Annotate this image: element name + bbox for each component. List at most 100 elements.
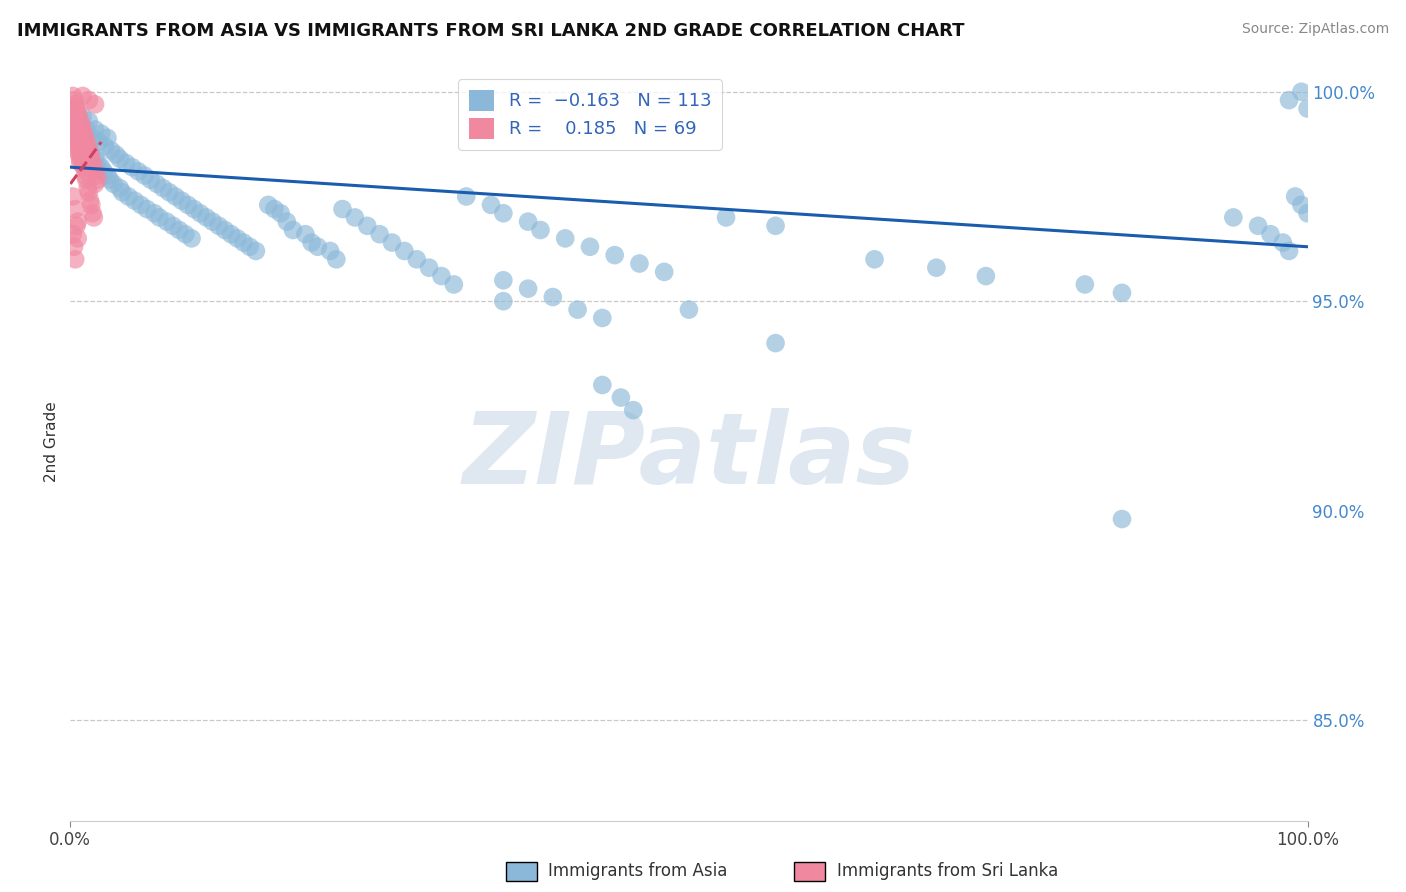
- Legend: R =  −0.163   N = 113, R =    0.185   N = 69: R = −0.163 N = 113, R = 0.185 N = 69: [458, 79, 721, 150]
- Point: [66, 131, 89, 145]
- Point: [579, 240, 602, 254]
- Point: [63, 102, 86, 116]
- Point: [67, 147, 90, 161]
- Point: [394, 244, 416, 258]
- Point: [201, 214, 224, 228]
- Point: [1247, 219, 1270, 233]
- Point: [1284, 189, 1306, 203]
- Point: [77, 114, 100, 128]
- Point: [430, 269, 453, 284]
- Point: [765, 219, 787, 233]
- Point: [75, 144, 97, 158]
- Point: [84, 97, 107, 112]
- Point: [591, 310, 613, 325]
- Point: [86, 172, 108, 186]
- Point: [603, 248, 626, 262]
- Point: [517, 214, 540, 228]
- Point: [70, 118, 93, 132]
- Point: [418, 260, 440, 275]
- Point: [124, 194, 146, 208]
- Point: [714, 211, 737, 225]
- Point: [65, 102, 87, 116]
- Point: [72, 89, 94, 103]
- Point: [72, 110, 94, 124]
- Point: [443, 277, 465, 292]
- Point: [79, 147, 101, 161]
- Text: IMMIGRANTS FROM ASIA VS IMMIGRANTS FROM SRI LANKA 2ND GRADE CORRELATION CHART: IMMIGRANTS FROM ASIA VS IMMIGRANTS FROM …: [17, 22, 965, 40]
- Point: [80, 147, 103, 161]
- Point: [63, 93, 86, 107]
- Point: [111, 186, 134, 200]
- Point: [195, 211, 218, 225]
- Point: [765, 336, 787, 351]
- Point: [65, 127, 87, 141]
- Point: [62, 118, 84, 132]
- Point: [66, 139, 89, 153]
- Point: [66, 105, 89, 120]
- Point: [69, 156, 91, 170]
- Point: [67, 135, 90, 149]
- Point: [146, 177, 169, 191]
- Point: [257, 198, 280, 212]
- Point: [1278, 244, 1301, 258]
- Point: [356, 219, 378, 233]
- Point: [517, 282, 540, 296]
- Point: [62, 189, 84, 203]
- Point: [90, 127, 112, 141]
- Text: Immigrants from Sri Lanka: Immigrants from Sri Lanka: [837, 863, 1057, 880]
- Point: [139, 172, 162, 186]
- Point: [134, 169, 156, 183]
- Point: [63, 240, 86, 254]
- Point: [129, 198, 152, 212]
- Point: [105, 147, 128, 161]
- Point: [77, 144, 100, 158]
- Point: [307, 240, 329, 254]
- Point: [1222, 211, 1244, 225]
- Point: [73, 127, 96, 141]
- Point: [75, 131, 97, 145]
- Point: [66, 144, 89, 158]
- Point: [75, 122, 97, 136]
- Point: [1296, 206, 1319, 220]
- Point: [183, 202, 205, 216]
- Point: [863, 252, 886, 267]
- Point: [62, 227, 84, 242]
- Point: [82, 156, 104, 170]
- Point: [1291, 198, 1313, 212]
- Point: [67, 127, 90, 141]
- Point: [1074, 277, 1097, 292]
- Point: [94, 139, 117, 153]
- Point: [170, 194, 193, 208]
- Point: [75, 172, 97, 186]
- Point: [232, 235, 254, 250]
- Point: [82, 206, 104, 220]
- Point: [610, 391, 633, 405]
- Point: [65, 202, 87, 216]
- Point: [591, 378, 613, 392]
- Point: [84, 164, 107, 178]
- Point: [1278, 93, 1301, 107]
- Point: [75, 164, 97, 178]
- Point: [117, 189, 139, 203]
- Point: [72, 122, 94, 136]
- Point: [1291, 85, 1313, 99]
- Point: [67, 118, 90, 132]
- Point: [554, 231, 576, 245]
- Point: [567, 302, 589, 317]
- Text: ZIPatlas: ZIPatlas: [463, 409, 915, 505]
- Point: [301, 235, 323, 250]
- Point: [127, 164, 149, 178]
- Point: [63, 110, 86, 124]
- Point: [162, 219, 184, 233]
- Point: [177, 198, 200, 212]
- Point: [84, 169, 107, 183]
- Point: [652, 265, 675, 279]
- Point: [80, 152, 103, 166]
- Point: [143, 206, 166, 220]
- Point: [108, 152, 131, 166]
- Text: Source: ZipAtlas.com: Source: ZipAtlas.com: [1241, 22, 1389, 37]
- Point: [65, 114, 87, 128]
- Point: [65, 135, 87, 149]
- Point: [82, 131, 104, 145]
- Point: [86, 156, 108, 170]
